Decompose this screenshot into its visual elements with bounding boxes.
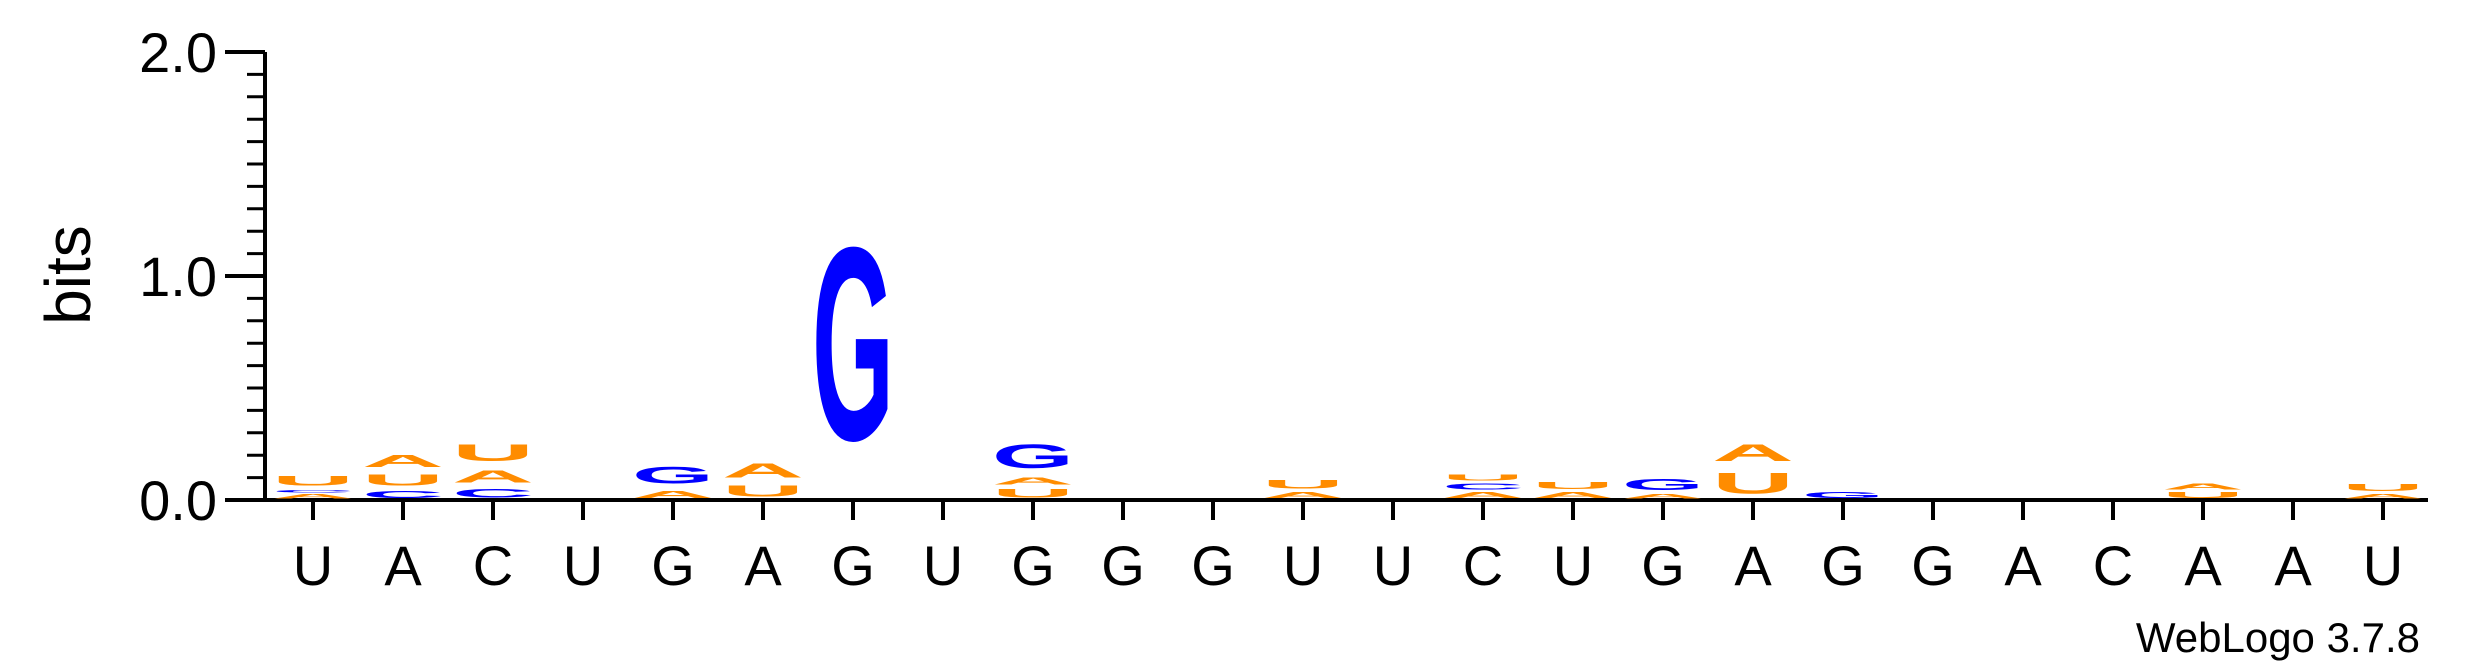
x-tick-label: U [2363, 534, 2403, 597]
x-tick-label: U [563, 534, 603, 597]
logo-glyph: U [272, 473, 354, 489]
logo-glyph: U [362, 471, 444, 489]
logo-glyph-letter: G [812, 191, 894, 499]
x-tick-label: U [1283, 534, 1323, 597]
logo-glyph-letter: C [362, 489, 444, 500]
x-tick-label: G [1911, 534, 1955, 597]
logo-glyph: A [1442, 491, 1524, 500]
x-tick-label: U [1373, 534, 1413, 597]
x-tick-label: G [1191, 534, 1235, 597]
x-tick-label: G [1101, 534, 1145, 597]
logo-glyph-letter: A [1262, 491, 1344, 500]
x-tick-label: A [384, 534, 422, 597]
logo-glyph: A [272, 493, 354, 500]
logo-glyph: A [992, 475, 1074, 486]
logo-glyph: C [1442, 482, 1524, 491]
y-axis-label: bits [32, 225, 104, 325]
x-tick-label: C [473, 534, 513, 597]
x-tick-label: A [744, 534, 782, 597]
x-tick-label: U [1553, 534, 1593, 597]
axes: 0.0 1.0 2.0 [139, 21, 2428, 532]
logo-glyph-letter: A [1532, 491, 1614, 500]
logo-glyph-letter: A [1712, 440, 1794, 467]
logo-glyph: A [452, 466, 534, 486]
logo-glyph-letter: U [362, 471, 444, 489]
x-tick-label: G [1821, 534, 1865, 597]
logo-glyph-letter: A [452, 466, 534, 486]
logo-glyph-letter: C [1442, 482, 1524, 491]
logo-glyph-letter: U [1262, 478, 1344, 491]
logo-glyph: U [1532, 480, 1614, 491]
logo-glyph: G [1622, 475, 1704, 493]
logo-glyph: A [632, 489, 714, 500]
x-tick-label: A [2274, 534, 2312, 597]
x-tick-label: U [923, 534, 963, 597]
logo-glyph: U [1712, 466, 1794, 500]
logo-glyph-letter: U [1532, 480, 1614, 491]
y-tick-label: 1.0 [139, 245, 217, 308]
logo-glyph: A [1712, 440, 1794, 467]
logo-glyph-letter: G [1802, 491, 1884, 500]
logo-glyph: U [2342, 482, 2424, 493]
logo-glyph-letter: U [1712, 466, 1794, 500]
logo-glyph: A [1532, 491, 1614, 500]
y-tick-label: 0.0 [139, 469, 217, 532]
logo-glyph: G [992, 437, 1074, 475]
logo-glyph-letter: G [992, 437, 1074, 475]
x-tick-label: C [2093, 534, 2133, 597]
logo-glyph: U [722, 482, 804, 500]
logo-glyph: U [1262, 478, 1344, 491]
logo-glyph-letter: A [1622, 493, 1704, 500]
x-tick-label: G [831, 534, 875, 597]
logo-glyph-letter: C [452, 487, 534, 500]
x-tick-label: A [2004, 534, 2042, 597]
logo-glyph-letter: A [632, 489, 714, 500]
logo-glyph-letter: A [722, 460, 804, 482]
logo-glyph: C [362, 489, 444, 500]
logo-glyph-letter: U [2162, 491, 2244, 500]
logo-glyph: A [2342, 493, 2424, 500]
logo-glyph-letter: U [272, 473, 354, 489]
logo-glyph: A [362, 451, 444, 471]
logo-glyph: U [1442, 473, 1524, 482]
logo-glyph: A [2162, 482, 2244, 491]
logo-glyph: G [812, 191, 894, 499]
logo-glyph-letter: A [1442, 491, 1524, 500]
logo-glyph-letter: U [1442, 473, 1524, 482]
logo-glyph: C [272, 489, 354, 493]
logo-glyph-letter: A [2162, 482, 2244, 491]
logo-glyph: A [1262, 491, 1344, 500]
logo-glyph: G [1802, 491, 1884, 500]
x-tick-label: U [293, 534, 333, 597]
logo-glyph: G [632, 462, 714, 489]
y-tick-label: 2.0 [139, 21, 217, 84]
logo-glyph-letter: A [992, 475, 1074, 486]
logo-glyph: U [992, 487, 1074, 500]
x-tick-label: G [1641, 534, 1685, 597]
weblogo-credit: WebLogo 3.7.8 [2136, 614, 2420, 661]
logo-glyph: C [452, 487, 534, 500]
x-tick-label: G [1011, 534, 1055, 597]
logo-glyph-letter: C [272, 489, 354, 493]
logo-glyph-letter: G [632, 462, 714, 489]
logo-glyph: U [2162, 491, 2244, 500]
logo-glyph-letter: U [722, 482, 804, 500]
logo-glyph-letter: U [2342, 482, 2424, 493]
x-tick-label: A [2184, 534, 2222, 597]
x-tick-label: A [1734, 534, 1772, 597]
logo-glyph-letter: A [272, 493, 354, 500]
logo-glyph-letter: A [2342, 493, 2424, 500]
logo-glyph: U [452, 440, 534, 467]
logo-glyph-letter: A [362, 451, 444, 471]
logo-glyph-letter: U [452, 440, 534, 467]
logo-glyph: A [722, 460, 804, 482]
x-tick-label: C [1463, 534, 1503, 597]
logo-glyph-letter: U [992, 487, 1074, 500]
logo-glyph-letter: G [1622, 475, 1704, 493]
x-tick-label: G [651, 534, 695, 597]
logo-glyph: A [1622, 493, 1704, 500]
